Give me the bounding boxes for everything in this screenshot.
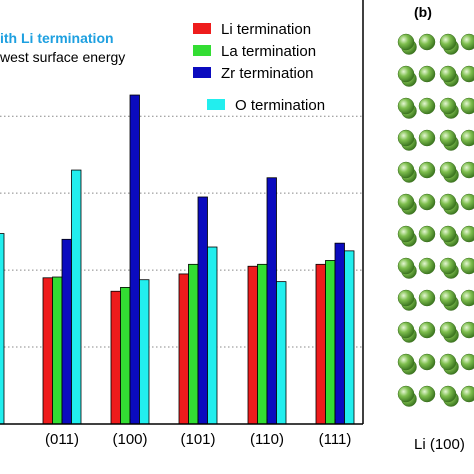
atom [460, 97, 474, 115]
atom [397, 321, 415, 339]
atom [439, 353, 457, 371]
annotation: ith Li termination west surface energy [0, 30, 125, 65]
bar-la-111 [325, 260, 336, 425]
atom [460, 257, 474, 275]
atom [439, 129, 457, 147]
atom [397, 33, 415, 51]
atom [439, 97, 457, 115]
bar-zr-111 [334, 242, 345, 425]
legend-swatch-zr [193, 67, 211, 78]
atom [418, 97, 436, 115]
atom [397, 97, 415, 115]
bar-la-110 [257, 263, 268, 425]
atom [397, 161, 415, 179]
bar-zr-110 [266, 177, 277, 425]
legend-label-zr: Zr termination [221, 65, 314, 82]
panel-label: (b) [414, 4, 432, 20]
atom [418, 65, 436, 83]
atom [439, 161, 457, 179]
bar-zr-101 [197, 196, 208, 425]
x-tick-110: (110) [250, 431, 284, 448]
bar-zr-100 [129, 94, 140, 425]
legend-label-la: La termination [221, 43, 316, 60]
atom [418, 353, 436, 371]
x-tick-101: (101) [180, 431, 215, 448]
x-tick-100: (100) [112, 431, 147, 448]
atom [397, 225, 415, 243]
legend-swatch-la [193, 45, 211, 56]
structure-caption: Li (100) [414, 436, 465, 453]
atom [418, 161, 436, 179]
atom [439, 321, 457, 339]
bar-partial-1 [0, 233, 5, 425]
atom [439, 193, 457, 211]
structure-panel: (b) Li (100) [397, 4, 474, 453]
legend-label-li: Li termination [221, 21, 311, 38]
axes [0, 0, 364, 425]
annotation-surface-energy: west surface energy [0, 49, 125, 65]
atom [460, 65, 474, 83]
legend: Li termination La termination Zr terminati… [193, 21, 325, 114]
atom [439, 65, 457, 83]
atom [439, 257, 457, 275]
atom [397, 353, 415, 371]
atom [397, 385, 415, 403]
atom-grid [397, 33, 474, 407]
atom [460, 129, 474, 147]
atom [439, 33, 457, 51]
bar-li-110 [247, 265, 258, 425]
bar-li-100 [110, 290, 121, 425]
bar-la-011 [52, 276, 63, 425]
legend-label-o: O termination [235, 97, 325, 114]
atom [418, 385, 436, 403]
atom [418, 257, 436, 275]
atom [418, 289, 436, 307]
atom [439, 225, 457, 243]
annotation-li-termination: ith Li termination [0, 30, 114, 46]
bar-o-110 [276, 281, 287, 425]
atom [418, 193, 436, 211]
atom [397, 129, 415, 147]
atom [397, 257, 415, 275]
atom [397, 65, 415, 83]
bar-li-101 [178, 273, 189, 425]
bar-o-100 [139, 279, 150, 425]
atom [460, 321, 474, 339]
atom [397, 193, 415, 211]
atom [460, 353, 474, 371]
legend-swatch-li [193, 23, 211, 34]
atom [418, 225, 436, 243]
atom [460, 385, 474, 403]
bar-la-101 [188, 263, 199, 425]
atom [418, 129, 436, 147]
atom [460, 289, 474, 307]
legend-swatch-o [207, 99, 225, 110]
atom [460, 161, 474, 179]
atom [439, 289, 457, 307]
bars [0, 94, 355, 425]
atom [418, 321, 436, 339]
bar-zr-011 [61, 238, 72, 425]
x-tick-111: (111) [319, 431, 352, 448]
bar-li-111 [315, 263, 326, 425]
x-tick-011: (011) [45, 431, 79, 448]
atom [418, 33, 436, 51]
bar-o-101 [207, 246, 218, 425]
bar-o-011 [71, 169, 82, 425]
atom [460, 33, 474, 51]
bar-li-011 [42, 277, 53, 425]
atom [460, 225, 474, 243]
atom [460, 193, 474, 211]
atom [439, 385, 457, 403]
atom [397, 289, 415, 307]
x-tick-labels: (011) (100) (101) (110) (111) [45, 419, 351, 448]
bar-la-100 [120, 287, 131, 425]
bar-o-111 [344, 250, 355, 425]
